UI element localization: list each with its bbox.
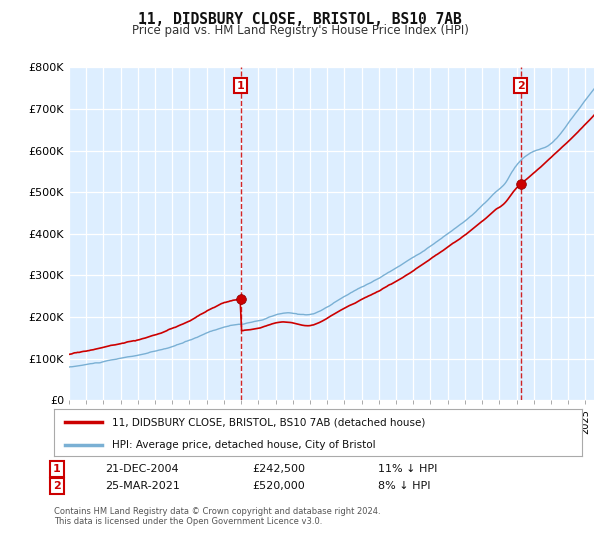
Text: 25-MAR-2021: 25-MAR-2021 (105, 481, 180, 491)
Text: 2: 2 (517, 81, 524, 91)
Text: Contains HM Land Registry data © Crown copyright and database right 2024.
This d: Contains HM Land Registry data © Crown c… (54, 507, 380, 526)
Text: £242,500: £242,500 (252, 464, 305, 474)
Text: Price paid vs. HM Land Registry's House Price Index (HPI): Price paid vs. HM Land Registry's House … (131, 24, 469, 37)
Text: £520,000: £520,000 (252, 481, 305, 491)
Text: 1: 1 (237, 81, 244, 91)
Text: 11, DIDSBURY CLOSE, BRISTOL, BS10 7AB (detached house): 11, DIDSBURY CLOSE, BRISTOL, BS10 7AB (d… (112, 417, 425, 427)
Text: 8% ↓ HPI: 8% ↓ HPI (378, 481, 431, 491)
Text: 11% ↓ HPI: 11% ↓ HPI (378, 464, 437, 474)
Text: 1: 1 (53, 464, 61, 474)
Text: 11, DIDSBURY CLOSE, BRISTOL, BS10 7AB: 11, DIDSBURY CLOSE, BRISTOL, BS10 7AB (138, 12, 462, 27)
Text: HPI: Average price, detached house, City of Bristol: HPI: Average price, detached house, City… (112, 440, 376, 450)
Text: 2: 2 (53, 481, 61, 491)
Text: 21-DEC-2004: 21-DEC-2004 (105, 464, 179, 474)
